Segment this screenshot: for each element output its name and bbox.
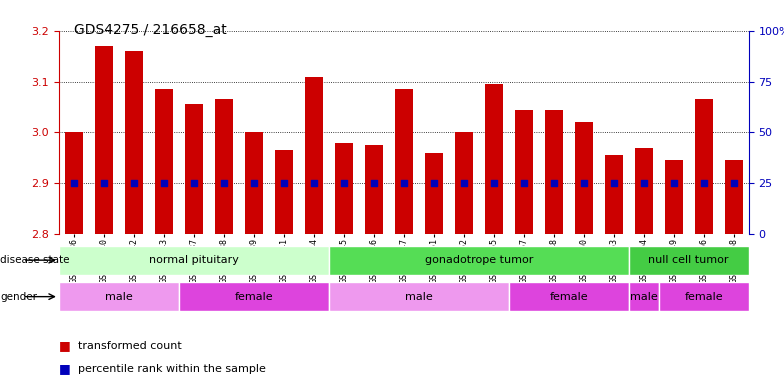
Bar [305, 76, 323, 234]
Bar [448, 31, 479, 234]
Bar [179, 31, 209, 234]
Point [608, 180, 620, 186]
Bar [149, 31, 179, 234]
Point [278, 180, 290, 186]
Bar [568, 31, 599, 234]
Bar [89, 31, 119, 234]
Bar [455, 132, 473, 234]
Bar [328, 282, 509, 311]
Bar [95, 46, 113, 234]
Bar [599, 31, 629, 234]
Point [698, 180, 710, 186]
Bar [509, 31, 539, 234]
Bar [328, 246, 629, 275]
Bar [539, 31, 568, 234]
Point [97, 180, 110, 186]
Point [337, 180, 350, 186]
Point [427, 180, 440, 186]
Bar [629, 282, 659, 311]
Bar [395, 89, 412, 234]
Bar [245, 132, 263, 234]
Bar [65, 132, 83, 234]
Point [368, 180, 380, 186]
Bar [485, 84, 503, 234]
Point [187, 180, 200, 186]
Bar [635, 148, 653, 234]
Bar [629, 31, 659, 234]
Text: male: male [405, 291, 433, 302]
Bar [59, 246, 328, 275]
Point [307, 180, 320, 186]
Bar [239, 31, 269, 234]
Bar [125, 51, 143, 234]
Point [128, 180, 140, 186]
Point [217, 180, 230, 186]
Point [578, 180, 590, 186]
Text: percentile rank within the sample: percentile rank within the sample [78, 364, 267, 374]
Bar [274, 150, 292, 234]
Text: null cell tumor: null cell tumor [648, 255, 729, 265]
Bar [119, 31, 149, 234]
Text: ■: ■ [59, 339, 71, 352]
Bar [479, 31, 509, 234]
Bar [509, 282, 629, 311]
Bar [59, 282, 179, 311]
Bar [688, 31, 719, 234]
Bar [209, 31, 239, 234]
Bar [335, 143, 353, 234]
Bar [659, 31, 688, 234]
Bar [365, 145, 383, 234]
Bar [604, 156, 622, 234]
Bar [185, 104, 203, 234]
Text: disease state: disease state [0, 255, 70, 265]
Point [488, 180, 500, 186]
Point [547, 180, 560, 186]
Text: ■: ■ [59, 362, 71, 375]
Bar [179, 282, 328, 311]
Text: normal pituitary: normal pituitary [149, 255, 238, 265]
Point [158, 180, 170, 186]
Bar [724, 161, 742, 234]
Text: female: female [550, 291, 588, 302]
Bar [515, 109, 533, 234]
Point [667, 180, 680, 186]
Bar [269, 31, 299, 234]
Point [248, 180, 260, 186]
Bar [665, 161, 683, 234]
Point [517, 180, 530, 186]
Text: male: male [630, 291, 658, 302]
Bar [59, 31, 89, 234]
Bar [389, 31, 419, 234]
Bar [328, 31, 359, 234]
Text: transformed count: transformed count [78, 341, 182, 351]
Text: female: female [684, 291, 723, 302]
Text: female: female [234, 291, 273, 302]
Bar [215, 99, 233, 234]
Bar [575, 122, 593, 234]
Text: male: male [105, 291, 132, 302]
Bar [659, 282, 749, 311]
Bar [545, 109, 563, 234]
Bar [695, 99, 713, 234]
Bar [719, 31, 749, 234]
Point [67, 180, 80, 186]
Point [397, 180, 410, 186]
Text: gonadotrope tumor: gonadotrope tumor [425, 255, 533, 265]
Bar [425, 153, 443, 234]
Bar [299, 31, 328, 234]
Point [728, 180, 740, 186]
Bar [419, 31, 448, 234]
Bar [629, 246, 749, 275]
Bar [154, 89, 172, 234]
Bar [359, 31, 389, 234]
Text: GDS4275 / 216658_at: GDS4275 / 216658_at [74, 23, 227, 37]
Text: gender: gender [0, 291, 37, 302]
Point [458, 180, 470, 186]
Point [637, 180, 650, 186]
